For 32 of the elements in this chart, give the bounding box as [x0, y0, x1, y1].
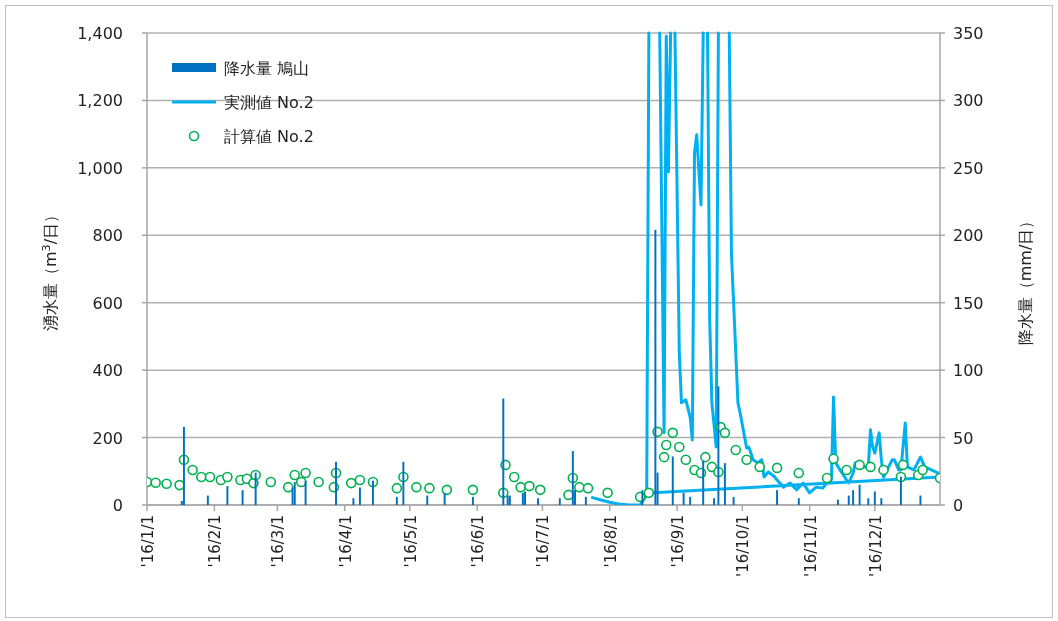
y2-tick-label: 250 — [953, 158, 984, 178]
legend-label: 計算値 No.2 — [224, 127, 314, 146]
x-tick-label: '16/11/1 — [801, 515, 820, 577]
x-tick-label: '16/4/1 — [336, 515, 355, 568]
y-tick-label: 200 — [92, 428, 123, 448]
y2-tick-label: 50 — [953, 428, 974, 448]
y2-tick-label: 300 — [953, 91, 984, 111]
x-tick-label: '16/2/1 — [206, 515, 225, 568]
y2-tick-label: 0 — [953, 496, 964, 515]
x-tick-label: '16/3/1 — [269, 515, 288, 568]
y-tick-label: 1,200 — [77, 91, 123, 111]
y2-tick-label: 100 — [953, 361, 984, 381]
legend-label: 降水量 鳩山 — [224, 59, 310, 78]
y-tick-label: 600 — [92, 293, 123, 313]
y-tick-label: 400 — [92, 361, 123, 381]
y-tick-label: 0 — [112, 496, 123, 515]
y2-tick-label: 350 — [953, 24, 984, 43]
x-tick-label: '16/5/1 — [401, 515, 420, 568]
x-tick-label: '16/12/1 — [866, 515, 885, 577]
y-tick-label: 1,400 — [77, 24, 123, 43]
y2-axis-title: 降水量（mm/日） — [1016, 212, 1035, 346]
x-tick-label: '16/6/1 — [469, 515, 488, 568]
y-tick-label: 1,000 — [77, 158, 123, 178]
x-tick-label: '16/9/1 — [669, 515, 688, 568]
x-tick-label: '16/10/1 — [734, 515, 753, 577]
y2-tick-label: 200 — [953, 226, 984, 246]
y-tick-label: 800 — [92, 226, 123, 246]
x-tick-label: '16/7/1 — [534, 515, 553, 568]
legend-label: 実測値 No.2 — [224, 93, 314, 112]
y2-tick-label: 150 — [953, 293, 984, 313]
x-tick-label: '16/1/1 — [139, 515, 157, 568]
x-tick-label: '16/8/1 — [601, 515, 620, 568]
